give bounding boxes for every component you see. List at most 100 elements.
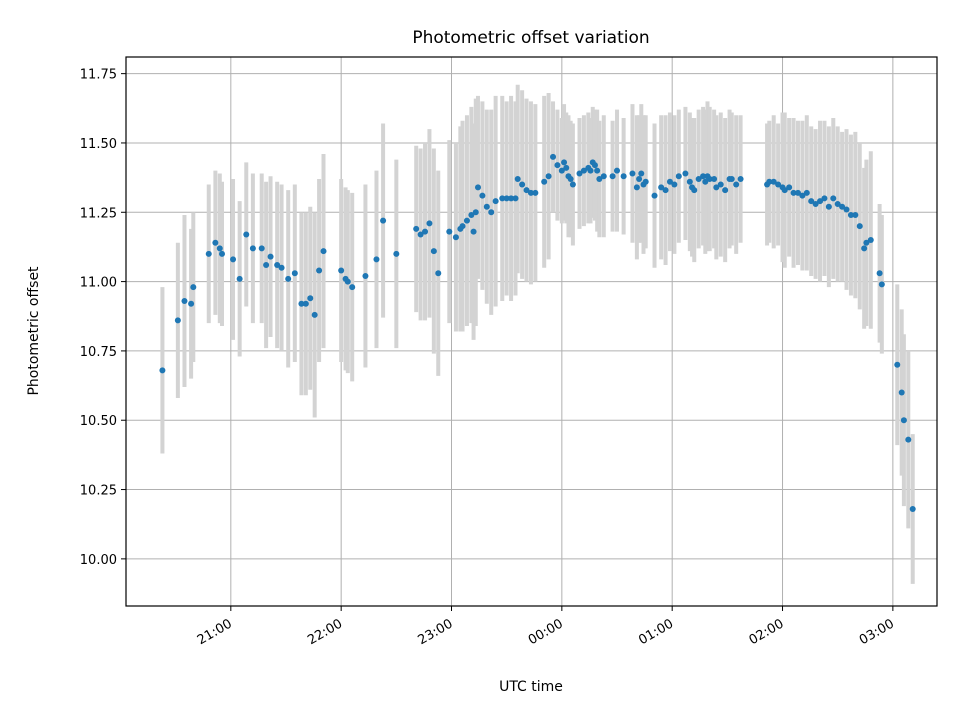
data-point bbox=[591, 162, 598, 169]
y-tick-label: 10.75 bbox=[80, 345, 117, 360]
data-point bbox=[159, 367, 166, 374]
data-point bbox=[702, 178, 709, 185]
data-point bbox=[861, 245, 868, 252]
data-point bbox=[799, 192, 806, 199]
data-point bbox=[274, 261, 281, 268]
data-point bbox=[638, 170, 645, 177]
data-point bbox=[834, 200, 841, 207]
data-point bbox=[695, 176, 702, 182]
data-point bbox=[766, 178, 773, 185]
data-point bbox=[472, 209, 479, 216]
data-point bbox=[545, 173, 552, 180]
data-point bbox=[212, 239, 219, 246]
data-point bbox=[291, 270, 298, 277]
data-point bbox=[263, 261, 270, 268]
data-point bbox=[523, 187, 530, 194]
data-point bbox=[576, 170, 583, 177]
data-point bbox=[706, 176, 713, 182]
data-point bbox=[492, 198, 499, 205]
data-point bbox=[722, 187, 729, 194]
data-point bbox=[817, 198, 824, 205]
data-point bbox=[686, 178, 693, 185]
data-point bbox=[569, 181, 576, 188]
data-point bbox=[488, 209, 495, 216]
data-point bbox=[230, 256, 237, 263]
data-point bbox=[775, 181, 782, 188]
data-point bbox=[285, 275, 292, 282]
data-point bbox=[662, 187, 669, 194]
data-point bbox=[825, 203, 832, 210]
data-point bbox=[479, 192, 486, 199]
data-point bbox=[413, 225, 420, 232]
data-point bbox=[499, 195, 506, 202]
data-point bbox=[867, 237, 874, 243]
data-point bbox=[839, 203, 846, 210]
data-point bbox=[435, 270, 442, 277]
data-point bbox=[713, 184, 720, 191]
data-point bbox=[717, 181, 724, 188]
data-point bbox=[550, 153, 557, 160]
data-point bbox=[422, 228, 429, 235]
data-point bbox=[541, 178, 548, 185]
data-point bbox=[181, 298, 188, 304]
data-point bbox=[614, 167, 621, 174]
data-point bbox=[863, 239, 870, 246]
data-point bbox=[349, 284, 356, 291]
data-point bbox=[243, 231, 250, 238]
data-point bbox=[790, 189, 797, 196]
data-point bbox=[205, 250, 212, 257]
data-point bbox=[393, 250, 400, 257]
data-point bbox=[558, 167, 565, 174]
data-point bbox=[452, 234, 459, 241]
data-point bbox=[362, 273, 369, 280]
data-point bbox=[594, 167, 601, 174]
data-point bbox=[267, 253, 274, 260]
data-point bbox=[909, 505, 916, 512]
data-point bbox=[373, 256, 380, 263]
data-point bbox=[600, 173, 607, 180]
data-point bbox=[682, 170, 689, 177]
data-point bbox=[733, 181, 740, 188]
data-point bbox=[629, 170, 636, 177]
data-point bbox=[808, 198, 815, 205]
data-point bbox=[459, 223, 466, 230]
data-point bbox=[671, 181, 678, 188]
data-point bbox=[463, 217, 470, 224]
data-point bbox=[894, 361, 901, 368]
data-point bbox=[636, 176, 643, 182]
data-point bbox=[852, 212, 859, 219]
y-tick-label: 10.50 bbox=[80, 414, 117, 429]
data-point bbox=[446, 228, 453, 235]
chart-title: Photometric offset variation bbox=[412, 28, 649, 48]
data-point bbox=[633, 184, 640, 191]
data-point bbox=[651, 192, 658, 199]
data-point bbox=[900, 417, 907, 424]
data-point bbox=[470, 228, 477, 235]
data-point bbox=[830, 195, 837, 202]
data-point bbox=[770, 178, 777, 185]
data-point bbox=[856, 223, 863, 230]
data-point bbox=[843, 206, 850, 213]
y-tick-label: 10.25 bbox=[80, 484, 117, 499]
data-point bbox=[307, 295, 314, 302]
y-tick-label: 11.75 bbox=[80, 68, 117, 83]
data-point bbox=[728, 176, 735, 182]
data-point bbox=[905, 436, 912, 443]
data-point bbox=[298, 300, 305, 307]
data-point bbox=[620, 173, 627, 180]
data-point bbox=[190, 284, 197, 291]
data-point bbox=[338, 267, 345, 274]
data-point bbox=[786, 184, 793, 191]
data-point bbox=[876, 270, 883, 277]
data-point bbox=[821, 195, 828, 202]
data-point bbox=[503, 195, 510, 202]
data-point bbox=[700, 173, 707, 180]
data-point bbox=[311, 311, 318, 318]
data-point bbox=[218, 250, 225, 257]
data-point bbox=[803, 189, 810, 196]
data-point bbox=[675, 173, 682, 180]
data-point bbox=[512, 195, 519, 202]
data-point bbox=[781, 187, 788, 194]
